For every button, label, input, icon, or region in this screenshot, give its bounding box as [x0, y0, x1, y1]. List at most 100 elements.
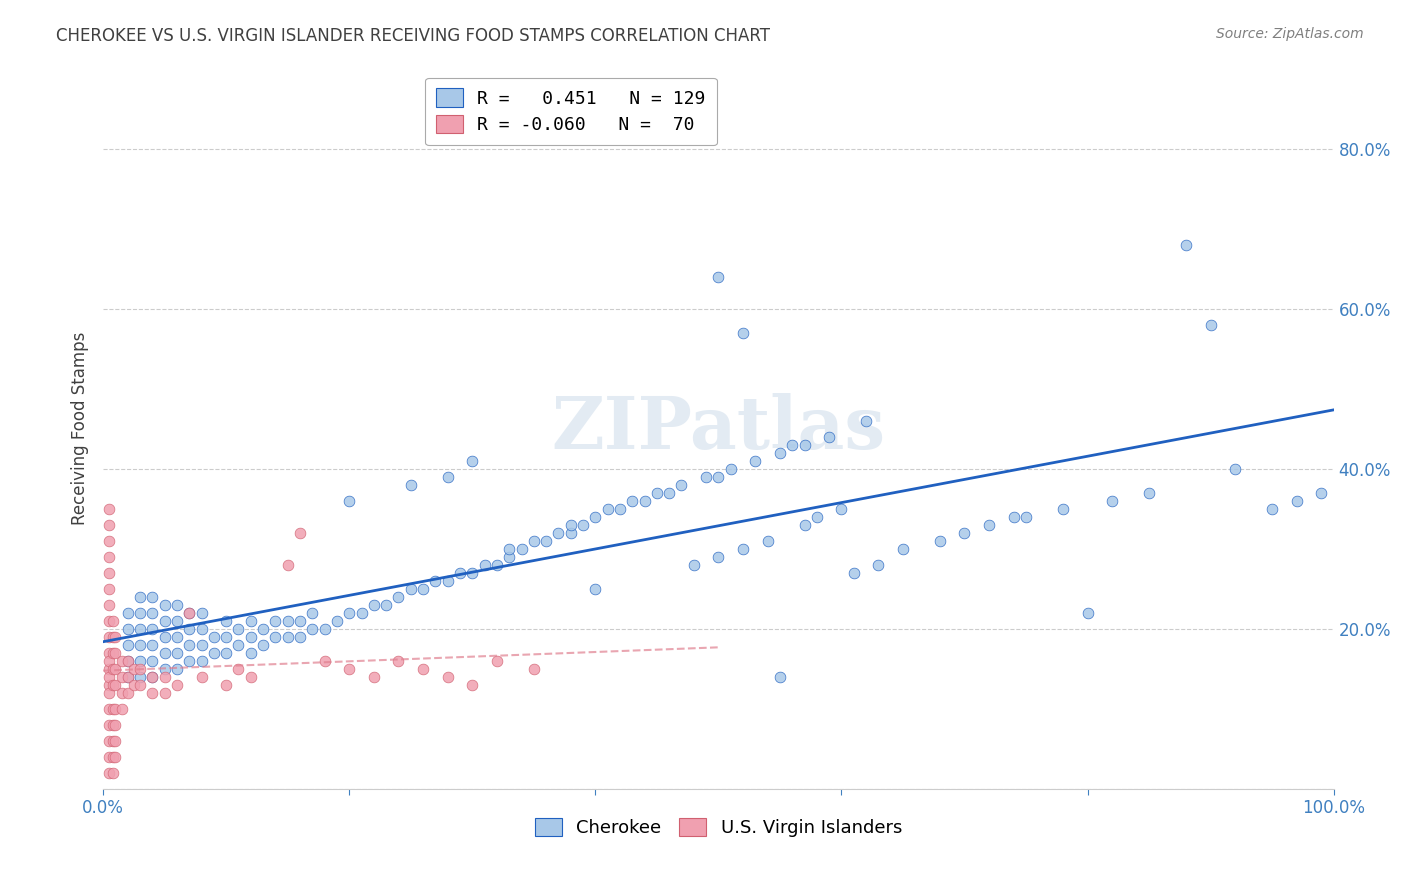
Point — [117, 606, 139, 620]
Point — [98, 661, 121, 675]
Point — [425, 574, 447, 588]
Text: ZIPatlas: ZIPatlas — [551, 393, 886, 464]
Point — [110, 685, 132, 699]
Point — [98, 733, 121, 747]
Legend: Cherokee, U.S. Virgin Islanders: Cherokee, U.S. Virgin Islanders — [527, 811, 910, 845]
Point — [707, 469, 730, 483]
Point — [101, 749, 124, 764]
Point — [288, 630, 311, 644]
Point — [98, 614, 121, 628]
Point — [104, 661, 127, 675]
Point — [731, 326, 754, 340]
Point — [1137, 485, 1160, 500]
Point — [101, 765, 124, 780]
Point — [547, 525, 569, 540]
Point — [190, 638, 212, 652]
Point — [153, 669, 176, 683]
Point — [101, 701, 124, 715]
Point — [215, 646, 238, 660]
Point — [485, 654, 508, 668]
Point — [842, 566, 865, 580]
Point — [98, 533, 121, 548]
Point — [104, 677, 127, 691]
Point — [101, 661, 124, 675]
Point — [179, 638, 201, 652]
Point — [474, 558, 496, 572]
Point — [98, 630, 121, 644]
Point — [436, 469, 458, 483]
Point — [190, 654, 212, 668]
Point — [621, 493, 644, 508]
Point — [510, 541, 533, 556]
Point — [166, 614, 188, 628]
Point — [326, 614, 349, 628]
Point — [1076, 606, 1098, 620]
Point — [977, 517, 1000, 532]
Point — [793, 517, 815, 532]
Point — [104, 733, 127, 747]
Point — [868, 558, 890, 572]
Point — [301, 606, 323, 620]
Point — [179, 622, 201, 636]
Point — [523, 533, 546, 548]
Point — [122, 677, 145, 691]
Point — [350, 606, 373, 620]
Point — [228, 661, 250, 675]
Point — [756, 533, 779, 548]
Point — [202, 646, 225, 660]
Point — [153, 661, 176, 675]
Point — [166, 661, 188, 675]
Point — [645, 485, 668, 500]
Point — [793, 437, 815, 451]
Point — [461, 453, 484, 467]
Point — [153, 630, 176, 644]
Point — [891, 541, 914, 556]
Point — [1002, 509, 1025, 524]
Text: CHEROKEE VS U.S. VIRGIN ISLANDER RECEIVING FOOD STAMPS CORRELATION CHART: CHEROKEE VS U.S. VIRGIN ISLANDER RECEIVI… — [56, 27, 770, 45]
Point — [153, 685, 176, 699]
Point — [583, 582, 606, 596]
Point — [731, 541, 754, 556]
Point — [153, 598, 176, 612]
Point — [288, 614, 311, 628]
Point — [129, 606, 152, 620]
Point — [288, 525, 311, 540]
Point — [166, 630, 188, 644]
Point — [337, 661, 360, 675]
Point — [387, 590, 409, 604]
Point — [375, 598, 398, 612]
Point — [117, 622, 139, 636]
Point — [277, 630, 299, 644]
Point — [252, 622, 274, 636]
Point — [769, 445, 792, 459]
Point — [399, 582, 422, 596]
Point — [572, 517, 595, 532]
Point — [264, 630, 287, 644]
Point — [153, 646, 176, 660]
Point — [141, 685, 163, 699]
Point — [202, 630, 225, 644]
Point — [252, 638, 274, 652]
Point — [141, 638, 163, 652]
Point — [1199, 318, 1222, 332]
Point — [744, 453, 766, 467]
Point — [98, 582, 121, 596]
Point — [461, 566, 484, 580]
Point — [855, 413, 877, 427]
Point — [117, 685, 139, 699]
Point — [117, 669, 139, 683]
Point — [129, 677, 152, 691]
Point — [166, 677, 188, 691]
Text: Source: ZipAtlas.com: Source: ZipAtlas.com — [1216, 27, 1364, 41]
Point — [337, 606, 360, 620]
Point — [239, 630, 262, 644]
Point — [412, 661, 434, 675]
Point — [179, 606, 201, 620]
Point — [387, 654, 409, 668]
Point — [141, 622, 163, 636]
Point — [239, 669, 262, 683]
Point — [633, 493, 655, 508]
Point — [818, 429, 841, 443]
Point — [101, 717, 124, 731]
Point — [658, 485, 681, 500]
